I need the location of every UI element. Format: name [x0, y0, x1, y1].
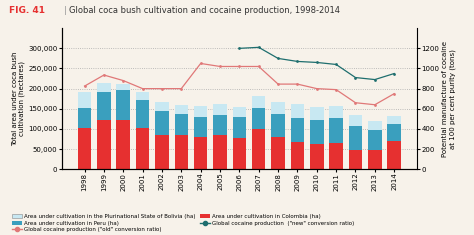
Bar: [117, 90, 130, 120]
Bar: [194, 137, 208, 169]
Bar: [387, 124, 401, 141]
Bar: [155, 111, 169, 135]
Text: Global coca bush cultivation and cocaine production, 1998-2014: Global coca bush cultivation and cocaine…: [69, 6, 340, 15]
Bar: [252, 96, 265, 108]
Bar: [233, 118, 246, 138]
Bar: [387, 116, 401, 124]
Bar: [78, 108, 91, 128]
Bar: [78, 128, 91, 169]
Bar: [155, 135, 169, 169]
Bar: [310, 107, 324, 120]
Bar: [271, 114, 285, 137]
Bar: [387, 141, 401, 169]
Bar: [368, 130, 382, 150]
Text: |: |: [64, 6, 67, 15]
Bar: [349, 125, 362, 150]
Bar: [174, 105, 188, 114]
Bar: [136, 92, 149, 100]
Bar: [368, 150, 382, 169]
Bar: [291, 142, 304, 169]
Legend: Area under cultivation in the Plurinational State of Bolivia (ha), Area under cu: Area under cultivation in the Plurinatio…: [12, 214, 354, 232]
Y-axis label: Potential manufacture of cocaine
at 100 per cent purity (tons): Potential manufacture of cocaine at 100 …: [442, 41, 456, 157]
Bar: [329, 143, 343, 169]
Bar: [233, 107, 246, 118]
Bar: [291, 118, 304, 142]
Bar: [194, 117, 208, 137]
Bar: [213, 135, 227, 169]
Bar: [155, 102, 169, 111]
Bar: [174, 114, 188, 135]
Bar: [194, 106, 208, 117]
Bar: [97, 92, 110, 120]
Bar: [349, 115, 362, 125]
Text: FIG. 41: FIG. 41: [9, 6, 46, 15]
Bar: [271, 137, 285, 169]
Bar: [349, 150, 362, 169]
Bar: [310, 120, 324, 144]
Bar: [174, 135, 188, 169]
Bar: [329, 106, 343, 118]
Bar: [252, 129, 265, 169]
Bar: [117, 84, 130, 90]
Bar: [291, 104, 304, 118]
Bar: [233, 138, 246, 169]
Bar: [117, 120, 130, 169]
Bar: [136, 100, 149, 128]
Bar: [213, 115, 227, 135]
Bar: [97, 83, 110, 92]
Bar: [136, 128, 149, 169]
Bar: [310, 144, 324, 169]
Y-axis label: Total area under coca bush
cultivation (hectares): Total area under coca bush cultivation (…: [12, 51, 26, 146]
Bar: [368, 121, 382, 130]
Bar: [329, 118, 343, 143]
Bar: [252, 108, 265, 129]
Bar: [78, 92, 91, 108]
Bar: [97, 120, 110, 169]
Bar: [271, 102, 285, 114]
Bar: [213, 105, 227, 115]
